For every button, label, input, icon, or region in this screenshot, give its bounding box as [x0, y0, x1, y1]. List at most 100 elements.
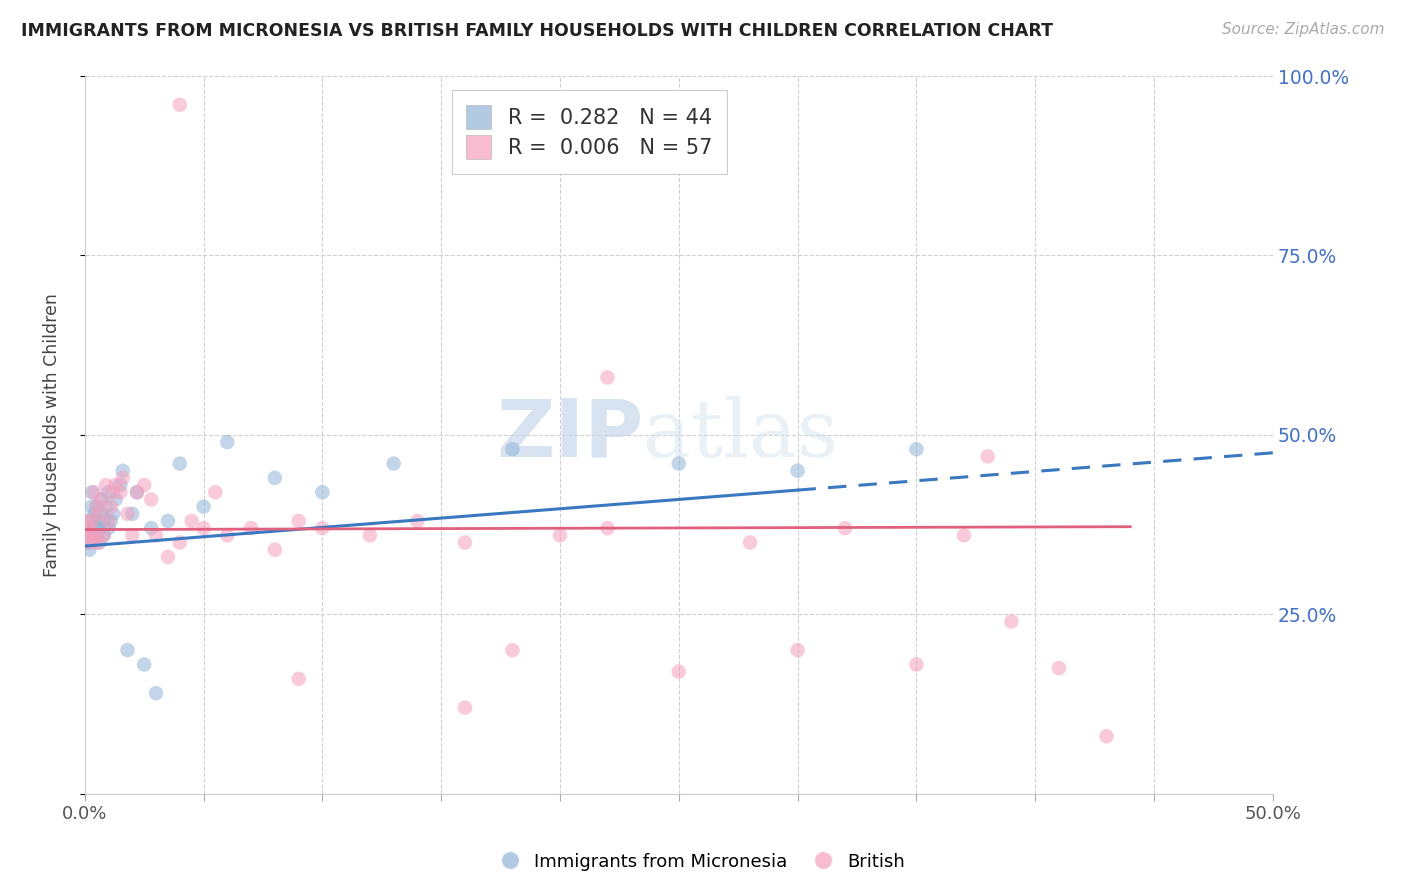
Point [104, 492, 127, 507]
Point [125, 485, 148, 500]
Point [180, 514, 202, 528]
Point [80, 500, 103, 514]
Point [97, 514, 120, 528]
Point [93, 528, 115, 542]
Point [1000, 615, 1022, 629]
Point [110, 485, 132, 500]
Text: Source: ZipAtlas.com: Source: ZipAtlas.com [1222, 22, 1385, 37]
Legend: R =  0.282   N = 44, R =  0.006   N = 57: R = 0.282 N = 44, R = 0.006 N = 57 [451, 90, 727, 174]
Point [217, 528, 239, 542]
Point [738, 535, 761, 549]
Point [90, 507, 112, 521]
Point [94, 500, 117, 514]
Text: ZIP: ZIP [496, 396, 643, 474]
Point [76, 535, 98, 549]
Point [668, 665, 690, 679]
Point [596, 521, 619, 535]
Point [83, 485, 105, 500]
Point [87, 507, 110, 521]
Point [79, 535, 101, 549]
Point [141, 521, 163, 535]
Point [87, 521, 110, 535]
Point [287, 514, 309, 528]
Point [501, 643, 523, 657]
Point [359, 528, 381, 542]
Point [79, 542, 101, 557]
Point [117, 643, 139, 657]
Point [406, 514, 429, 528]
Point [93, 528, 115, 542]
Point [193, 521, 215, 535]
Point [1095, 729, 1118, 743]
Point [976, 450, 998, 464]
Point [103, 507, 125, 521]
Point [548, 528, 571, 542]
Point [110, 478, 132, 492]
Point [786, 643, 808, 657]
Point [311, 485, 333, 500]
Point [83, 535, 105, 549]
Point [86, 500, 108, 514]
Point [103, 485, 125, 500]
Point [263, 542, 285, 557]
Point [90, 492, 112, 507]
Point [145, 686, 167, 700]
Point [86, 528, 108, 542]
Point [83, 521, 105, 535]
Point [204, 485, 226, 500]
Point [121, 507, 143, 521]
Text: IMMIGRANTS FROM MICRONESIA VS BRITISH FAMILY HOUSEHOLDS WITH CHILDREN CORRELATIO: IMMIGRANTS FROM MICRONESIA VS BRITISH FA… [21, 22, 1053, 40]
Legend: Immigrants from Micronesia, British: Immigrants from Micronesia, British [495, 846, 911, 879]
Point [134, 478, 156, 492]
Point [240, 521, 263, 535]
Point [79, 514, 101, 528]
Point [454, 535, 477, 549]
Point [80, 528, 103, 542]
Point [76, 521, 98, 535]
Text: atlas: atlas [643, 396, 838, 474]
Point [87, 535, 110, 549]
Point [94, 478, 117, 492]
Point [97, 485, 120, 500]
Point [90, 492, 112, 507]
Point [86, 500, 108, 514]
Point [953, 528, 976, 542]
Point [156, 549, 179, 564]
Point [80, 514, 103, 528]
Point [141, 492, 163, 507]
Point [501, 442, 523, 457]
Point [76, 514, 98, 528]
Point [79, 528, 101, 542]
Point [217, 435, 239, 450]
Point [169, 97, 191, 112]
Point [169, 457, 191, 471]
Point [104, 478, 127, 492]
Point [97, 521, 120, 535]
Point [86, 514, 108, 528]
Point [125, 485, 148, 500]
Point [786, 464, 808, 478]
Point [905, 657, 928, 672]
Point [905, 442, 928, 457]
Point [382, 457, 405, 471]
Point [100, 514, 122, 528]
Point [100, 500, 122, 514]
Point [79, 521, 101, 535]
Point [86, 528, 108, 542]
Point [80, 514, 103, 528]
Point [596, 370, 619, 384]
Point [311, 521, 333, 535]
Point [121, 528, 143, 542]
Point [193, 500, 215, 514]
Point [111, 471, 134, 485]
Point [156, 514, 179, 528]
Point [117, 507, 139, 521]
Point [76, 528, 98, 542]
Point [111, 464, 134, 478]
Point [87, 535, 110, 549]
Point [1047, 661, 1070, 675]
Point [93, 514, 115, 528]
Point [134, 657, 156, 672]
Point [83, 507, 105, 521]
Point [145, 528, 167, 542]
